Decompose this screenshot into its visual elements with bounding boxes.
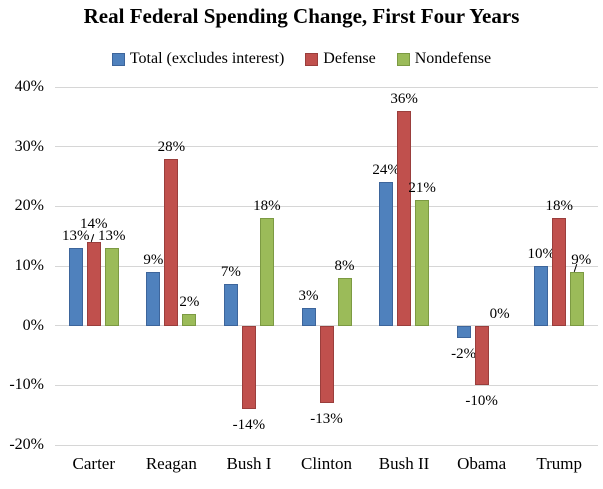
bar-total-excludes-interest-clinton — [301, 307, 316, 326]
value-label-total-excludes-interest-clinton: 3% — [298, 287, 319, 304]
category-label-obama: Obama — [457, 454, 507, 473]
legend-item-total-excludes-interest: Total (excludes interest) — [111, 50, 285, 68]
y-tick-20: 20% — [14, 197, 44, 215]
value-label-defense-bush-ii: 36% — [390, 90, 418, 107]
bar-nondefense-reagan — [182, 313, 197, 326]
category-label-trump: Trump — [536, 454, 583, 473]
category-label-bush-i: Bush I — [226, 454, 272, 473]
value-label-nondefense-reagan: 2% — [179, 293, 200, 310]
value-label-defense-obama: -10% — [465, 393, 498, 410]
category-label-clinton: Clinton — [300, 454, 352, 473]
y-tick-30: 30% — [14, 137, 44, 155]
y-tick-10: 10% — [14, 257, 44, 274]
bar-total-excludes-interest-reagan — [146, 271, 161, 326]
legend-item-nondefense: Nondefense — [396, 50, 492, 68]
legend-label-defense: Defense — [323, 50, 376, 67]
value-label-nondefense-obama: 0% — [489, 305, 510, 322]
bar-defense-obama — [474, 325, 489, 386]
value-label-nondefense-trump: 9% — [571, 251, 592, 268]
gridline-40 — [55, 86, 598, 88]
gridline-10 — [55, 265, 598, 267]
legend-swatch-total-excludes-interest-icon — [111, 52, 125, 66]
bar-total-excludes-interest-carter — [68, 248, 83, 326]
gridline-30 — [55, 146, 598, 148]
y-tick--20: -20% — [9, 436, 44, 453]
y-tick-40: 40% — [14, 78, 44, 95]
legend-label-nondefense: Nondefense — [414, 50, 492, 67]
value-label-defense-clinton: -13% — [310, 411, 343, 428]
value-label-nondefense-clinton: 8% — [334, 257, 355, 274]
value-label-total-excludes-interest-bush-ii: 24% — [372, 162, 400, 179]
bar-defense-reagan — [164, 158, 179, 326]
bar-defense-trump — [552, 218, 567, 326]
category-label-carter: Carter — [72, 454, 116, 473]
legend-label-total-excludes-interest: Total (excludes interest) — [129, 50, 285, 67]
value-label-nondefense-carter: 13% — [98, 228, 126, 245]
value-label-defense-carter: 14% — [80, 216, 108, 233]
y-tick-0: 0% — [22, 316, 44, 334]
bar-nondefense-carter — [104, 248, 119, 326]
bar-defense-bush-i — [241, 325, 256, 410]
value-label-total-excludes-interest-carter: 13% — [62, 228, 90, 245]
bar-defense-bush-ii — [397, 110, 412, 326]
bar-total-excludes-interest-bush-ii — [379, 182, 394, 326]
bar-total-excludes-interest-trump — [534, 266, 549, 326]
value-label-total-excludes-interest-bush-i: 7% — [220, 263, 241, 280]
value-label-total-excludes-interest-obama: -2% — [451, 345, 477, 362]
value-label-defense-reagan: 28% — [157, 138, 186, 155]
value-label-defense-bush-i: -14% — [232, 417, 266, 434]
value-label-nondefense-bush-i: 18% — [253, 198, 281, 215]
legend-swatch-defense-icon — [305, 52, 319, 66]
category-label-bush-ii: Bush II — [378, 454, 430, 473]
value-label-total-excludes-interest-trump: 10% — [527, 246, 555, 262]
value-label-total-excludes-interest-reagan: 9% — [143, 251, 164, 268]
chart-title: Real Federal Spending Change, First Four… — [83, 4, 520, 28]
bar-nondefense-clinton — [337, 277, 352, 326]
plot-area: 13% 14% 13% 9% 28% 2% 7% -14% 18% 3% -13% 8% 24% 36% 2… — [55, 86, 598, 446]
bar-total-excludes-interest-bush-i — [223, 283, 238, 326]
gridline-20 — [55, 205, 598, 207]
bar-nondefense-bush-i — [259, 218, 274, 326]
legend-swatch-nondefense-icon — [396, 52, 410, 66]
bar-defense-clinton — [319, 325, 334, 404]
gridline--20 — [55, 444, 598, 446]
category-label-reagan: Reagan — [145, 454, 197, 473]
value-label-nondefense-bush-ii: 21% — [408, 180, 436, 197]
bar-defense-carter — [86, 242, 101, 326]
bar-total-excludes-interest-obama — [456, 325, 471, 338]
legend: Total (excludes interest) Defense Nondefen… — [0, 48, 603, 70]
legend-item-defense: Defense — [305, 50, 376, 68]
bar-nondefense-trump — [570, 271, 585, 326]
value-label-defense-trump: 18% — [545, 198, 573, 215]
y-tick--10: -10% — [9, 376, 44, 394]
bar-nondefense-bush-ii — [415, 200, 430, 326]
